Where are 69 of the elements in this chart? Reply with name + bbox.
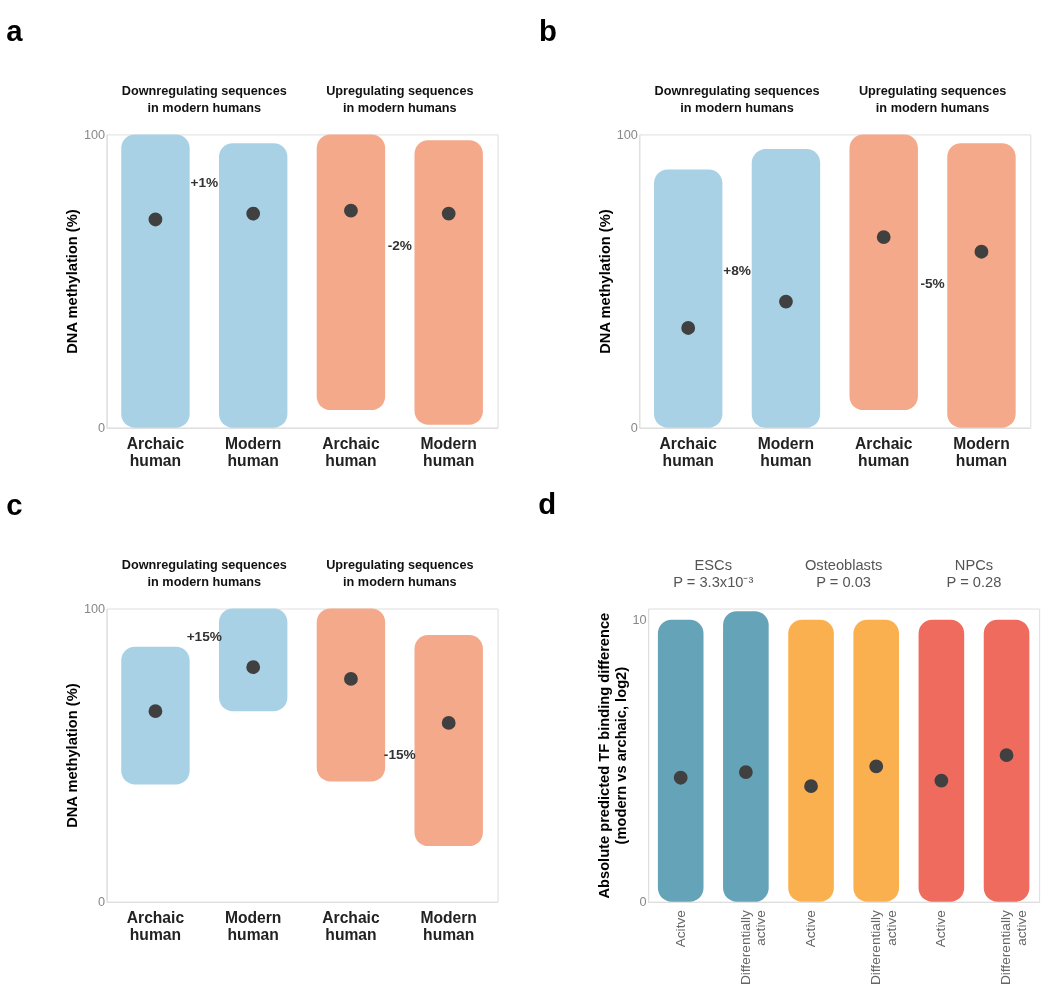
point [673, 770, 688, 785]
point [344, 672, 358, 686]
annotation: +15% [186, 628, 222, 644]
text: NPCs P = 0.28 [946, 557, 1002, 591]
chart-title: d [538, 486, 557, 520]
x-tick-label: Modern human [420, 908, 477, 944]
point [876, 230, 891, 244]
chart-title: a [6, 13, 24, 47]
x-tick-label: Archaic human [322, 908, 380, 944]
point [441, 716, 456, 730]
annotation: -2% [387, 237, 412, 253]
point [869, 759, 884, 774]
y-tick-label: 10 [632, 613, 647, 628]
point [999, 748, 1014, 763]
chart-title: b [538, 13, 557, 47]
text: Upregulating sequences in modern humans [326, 558, 474, 590]
point [804, 779, 818, 794]
x-tick-label: Differentially active [737, 909, 769, 986]
text: Upregulating sequences in modern humans [858, 84, 1007, 115]
x-tick-label: Archaic human [855, 434, 913, 470]
x-tick-label: Active [802, 910, 818, 948]
y-axis-title: DNA methylation (%) [64, 209, 81, 354]
x-tick-label: Differentially active [868, 909, 899, 986]
point [681, 321, 696, 335]
y-tick-label: 100 [616, 127, 638, 142]
x-tick-label: Modern human [757, 434, 815, 470]
x-tick-label: Archaic human [659, 434, 718, 470]
x-tick-label: Modern human [953, 434, 1010, 470]
y-tick-label: 0 [639, 895, 647, 910]
text: ESCs P = 3.3x10⁻³ [673, 557, 754, 591]
y-axis-title: Absolute predicted TF binding difference (modern vs archaic, log2) [596, 612, 629, 899]
x-tick-label: Differentially active [998, 909, 1030, 986]
bar [316, 608, 386, 782]
chart-title: c [6, 487, 23, 521]
y-tick-label: 100 [83, 127, 106, 142]
point [148, 704, 163, 719]
x-tick-label: Archaic human [126, 908, 185, 944]
y-tick-label: 0 [98, 895, 106, 910]
bar [414, 634, 483, 847]
point [246, 660, 261, 675]
x-tick-label: Modern human [420, 434, 477, 470]
x-tick-label: Archaic human [322, 434, 380, 470]
text: Downregulating sequences in modern humans [121, 84, 287, 115]
text: Osteoblasts P = 0.03 [804, 557, 883, 591]
bar [751, 149, 821, 428]
text: Downregulating sequences in modern humans [654, 84, 820, 115]
y-tick-label: 0 [630, 421, 638, 436]
x-tick-label: Modern human [224, 434, 282, 470]
y-axis-title: DNA methylation (%) [64, 683, 81, 828]
y-tick-label: 100 [83, 601, 106, 616]
bar [653, 169, 723, 428]
x-tick-label: Acitve [672, 910, 688, 948]
point [738, 765, 753, 779]
y-axis-title: DNA methylation (%) [596, 209, 613, 354]
annotation: +8% [723, 263, 751, 279]
text: Downregulating sequences in modern humans [121, 558, 287, 590]
y-tick-label: 0 [98, 421, 106, 436]
bar [947, 143, 1016, 428]
point [934, 773, 949, 788]
x-tick-label: Modern human [224, 908, 282, 944]
x-tick-label: Archaic human [126, 434, 185, 470]
text: Upregulating sequences in modern humans [326, 84, 474, 115]
point [779, 294, 793, 309]
bar [121, 646, 190, 785]
bar [849, 134, 918, 411]
point [974, 244, 989, 259]
x-tick-label: Active [933, 910, 949, 948]
annotation: +1% [190, 175, 219, 191]
annotation: -5% [920, 275, 945, 291]
